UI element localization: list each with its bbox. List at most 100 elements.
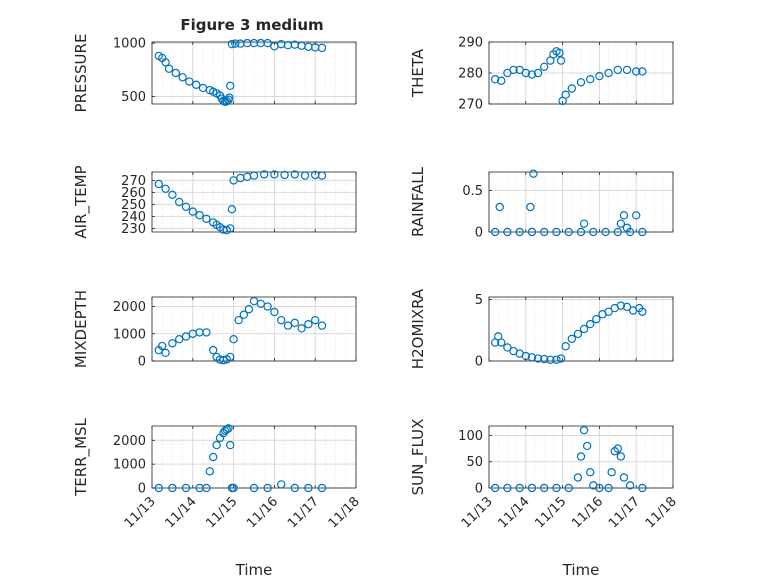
data-point <box>564 227 573 237</box>
y-tick-label: 290 <box>458 36 483 51</box>
y-tick-label: 1000 <box>113 327 146 342</box>
data-point <box>225 224 235 233</box>
data-point <box>552 227 561 237</box>
data-point <box>509 65 518 75</box>
data-point <box>277 315 286 325</box>
data-point <box>613 227 623 237</box>
data-point <box>171 68 180 78</box>
data-point <box>616 219 626 228</box>
data-point <box>579 324 589 334</box>
data-point <box>244 305 254 314</box>
data-point <box>225 81 235 91</box>
axes-box <box>151 41 357 105</box>
y-axis-label: RAINFALL <box>409 166 427 237</box>
data-point <box>277 480 286 489</box>
data-point <box>540 354 549 364</box>
data-point <box>638 67 647 76</box>
subplot-pressure: 500 1000 PRESSURE <box>72 34 357 113</box>
y-axis-label: H2OMIXRA <box>409 288 427 369</box>
data-point <box>490 74 500 84</box>
data-point <box>622 223 632 233</box>
data-point <box>540 227 549 237</box>
data-point <box>249 296 259 306</box>
data-point <box>270 307 279 317</box>
data-point <box>161 348 170 358</box>
data-point <box>490 483 500 493</box>
data-point <box>304 320 313 329</box>
y-tick-label: 100 <box>458 429 483 444</box>
data-point <box>161 184 170 193</box>
data-point <box>579 219 589 228</box>
y-axis-label: PRESSURE <box>72 34 90 113</box>
data-point <box>263 38 272 48</box>
axes-box <box>151 425 357 489</box>
data-point <box>638 227 647 237</box>
data-point <box>595 71 604 81</box>
data-point <box>317 483 327 493</box>
data-point <box>191 80 201 89</box>
y-tick-label: 2000 <box>113 434 146 449</box>
data-point <box>552 355 561 364</box>
axes-box <box>488 296 674 362</box>
data-point <box>270 170 279 179</box>
data-point <box>564 483 573 493</box>
data-point <box>576 78 586 87</box>
y-tick-label: 0 <box>475 482 483 497</box>
data-point <box>613 444 623 453</box>
data-point <box>239 310 248 319</box>
subplot-theta: 270 280 290 THETA <box>409 36 674 113</box>
data-point <box>290 318 299 328</box>
data-point <box>161 58 170 67</box>
data-point <box>625 481 635 490</box>
axes-box <box>488 425 674 489</box>
y-tick-label: 280 <box>458 67 483 82</box>
data-point <box>202 483 211 493</box>
y-tick-label: 500 <box>121 90 146 105</box>
y-tick-label: 2000 <box>113 300 146 315</box>
y-tick-label: 250 <box>121 198 146 213</box>
data-point <box>622 302 632 312</box>
data-point <box>622 65 632 75</box>
data-point <box>227 204 237 214</box>
data-point <box>208 345 218 355</box>
axes-box <box>488 171 674 233</box>
x-axis-label: Time <box>235 561 273 579</box>
data-point <box>225 93 234 102</box>
data-point <box>503 343 512 352</box>
data-point <box>168 339 177 348</box>
y-axis-label: TERR_MSL <box>72 417 91 496</box>
data-point <box>260 170 269 179</box>
data-point <box>168 190 177 199</box>
data-point <box>249 171 259 180</box>
data-point <box>632 67 641 76</box>
data-point <box>219 355 228 365</box>
data-point <box>526 202 535 212</box>
y-axis-label: MIXDEPTH <box>72 290 90 368</box>
y-tick-label: 0 <box>138 355 146 370</box>
data-point <box>227 39 237 49</box>
data-point <box>283 321 293 330</box>
data-point <box>567 334 577 344</box>
data-point <box>556 354 566 363</box>
data-point <box>586 74 595 84</box>
data-point <box>229 335 238 344</box>
data-point <box>604 68 613 78</box>
data-point <box>202 214 211 223</box>
data-point <box>555 48 564 58</box>
data-point <box>527 227 537 237</box>
y-tick-label: 0 <box>475 226 483 241</box>
data-point <box>280 170 289 180</box>
data-point <box>546 355 555 364</box>
data-point <box>304 483 313 493</box>
y-axis-label: THETA <box>409 48 427 98</box>
data-point <box>181 202 191 211</box>
data-point <box>529 169 538 178</box>
data-point <box>490 227 500 237</box>
data-point <box>497 338 506 347</box>
data-point <box>317 171 327 180</box>
data-point <box>234 315 243 325</box>
data-point <box>604 307 613 316</box>
data-point <box>604 483 613 493</box>
